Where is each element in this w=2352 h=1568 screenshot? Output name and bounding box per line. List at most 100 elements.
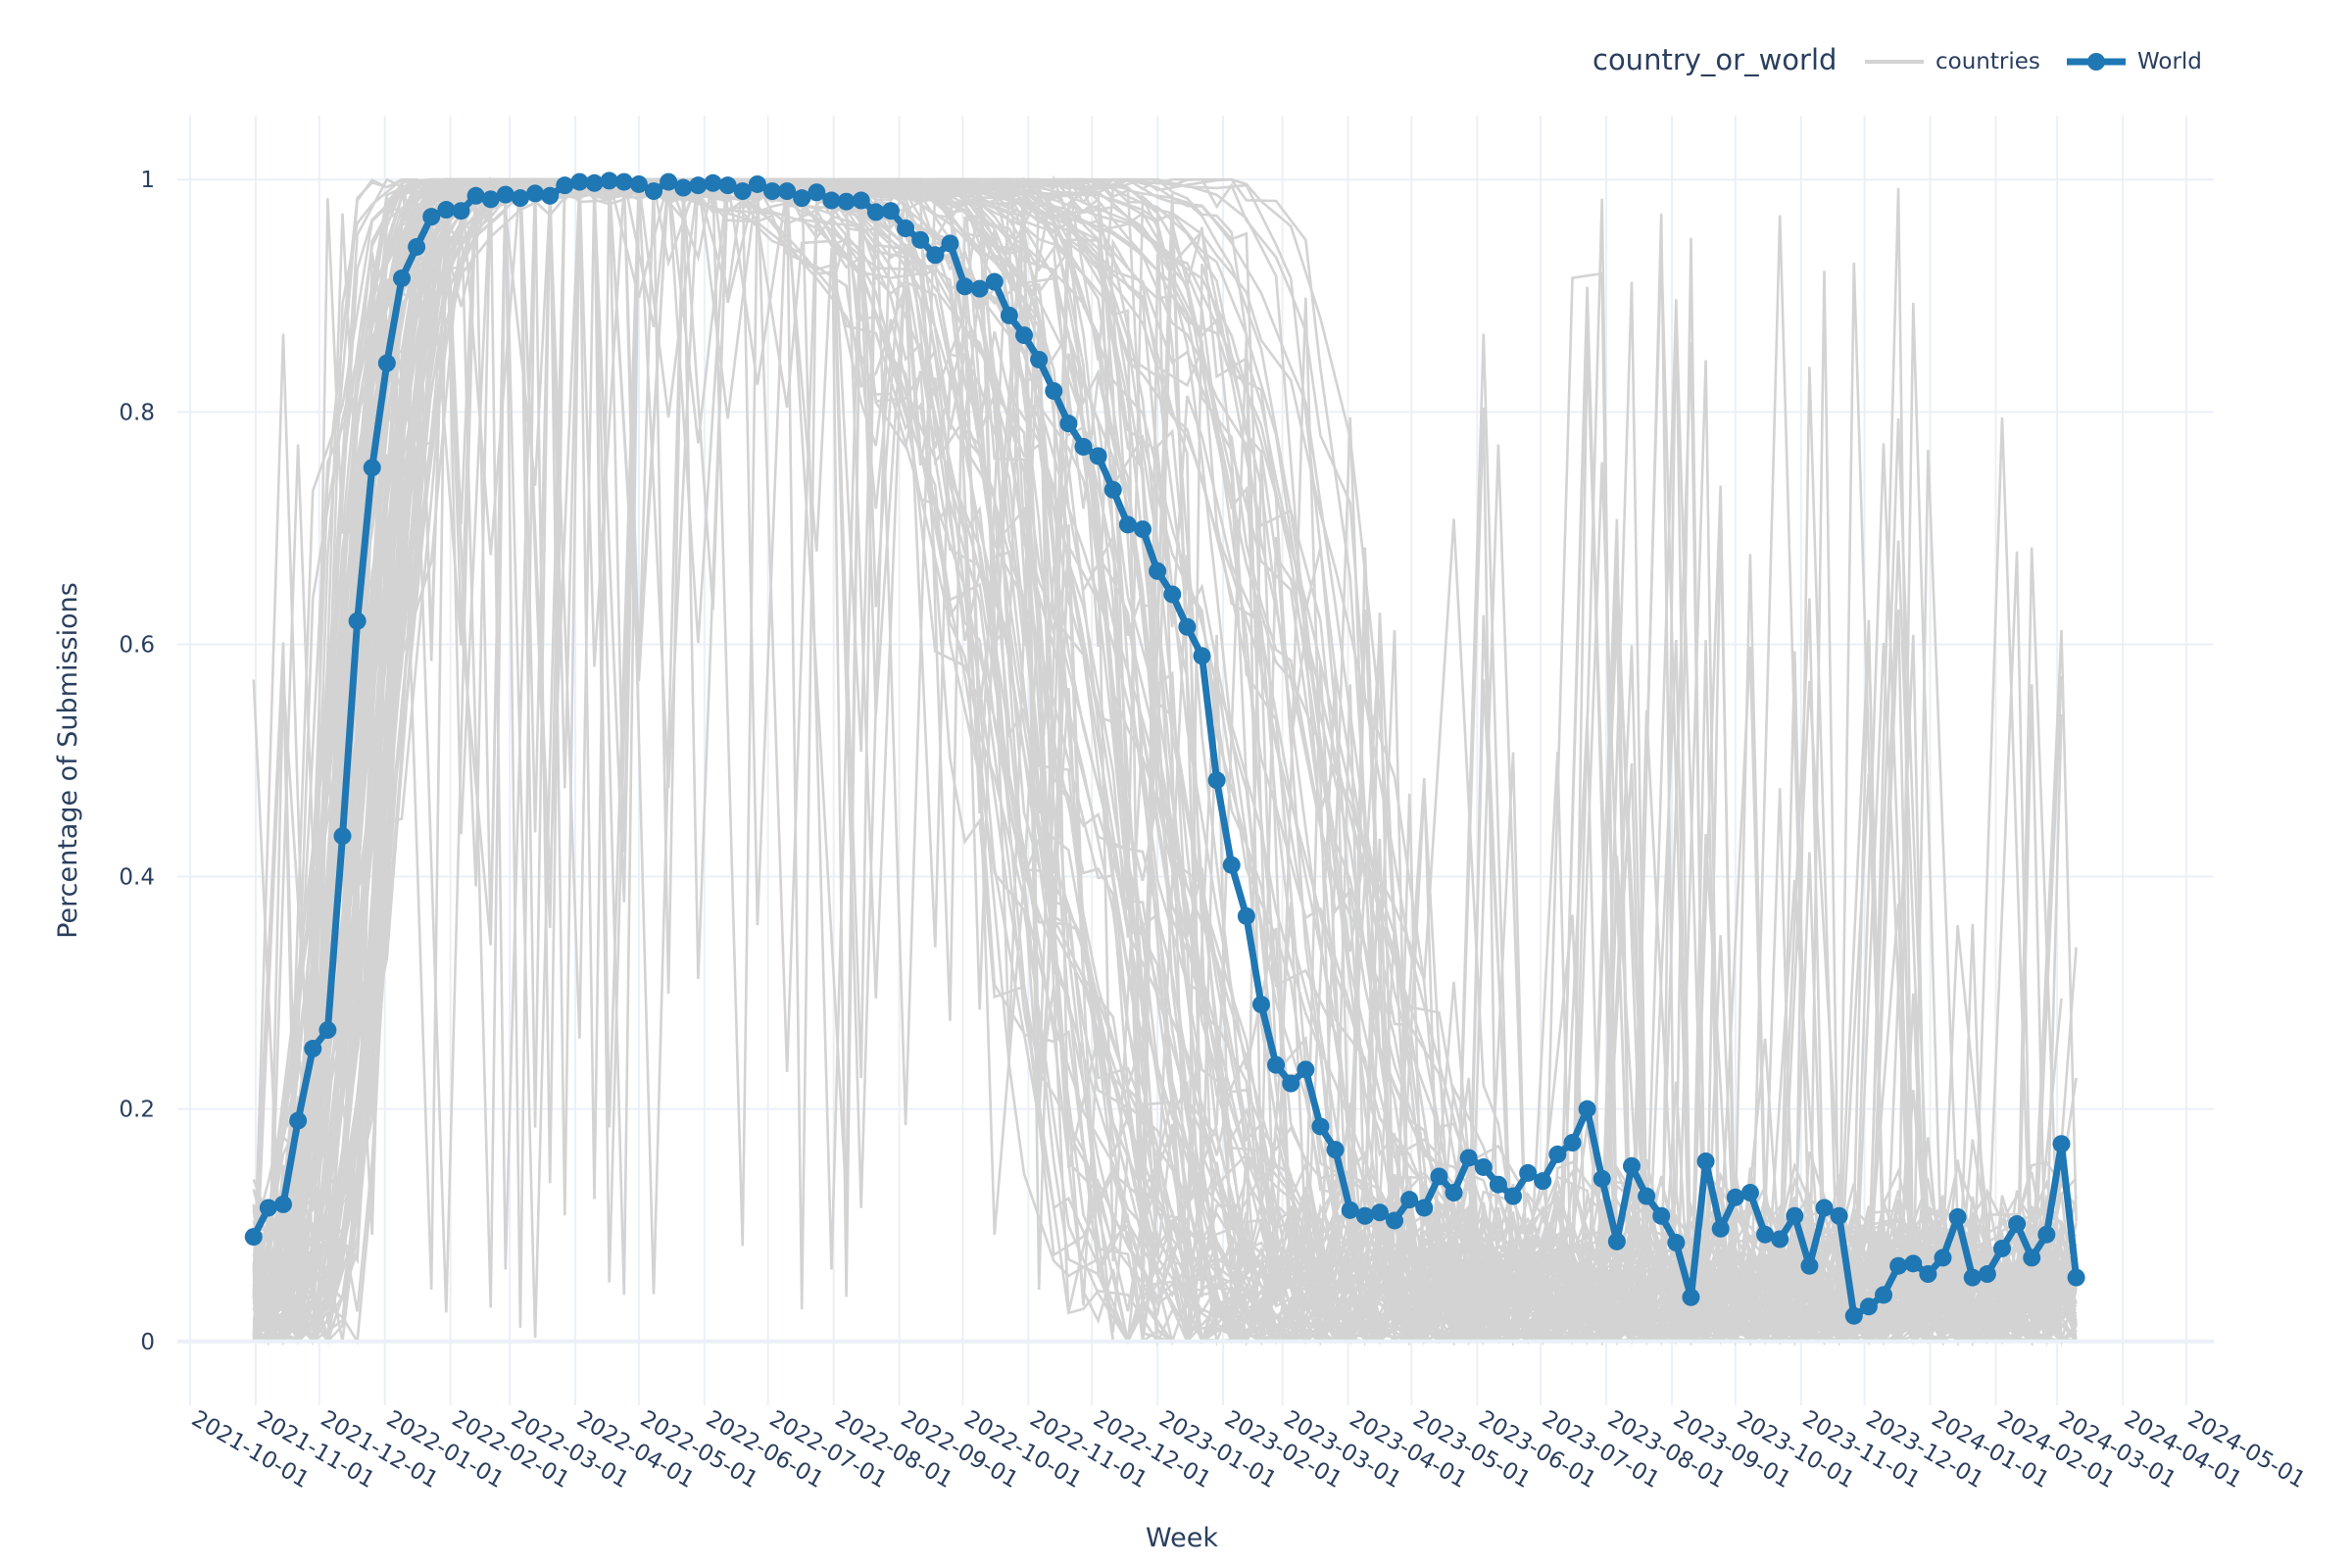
world-point[interactable] <box>926 246 945 265</box>
world-point[interactable] <box>1030 350 1049 368</box>
world-point[interactable] <box>1578 1100 1596 1118</box>
world-point[interactable] <box>778 182 797 201</box>
world-point[interactable] <box>660 172 678 191</box>
world-point[interactable] <box>822 191 841 210</box>
world-point[interactable] <box>1740 1184 1759 1202</box>
world-point[interactable] <box>1089 447 1107 466</box>
world-point[interactable] <box>1726 1188 1744 1206</box>
world-point[interactable] <box>318 1021 337 1040</box>
world-point[interactable] <box>1934 1249 1952 1267</box>
world-point[interactable] <box>1904 1254 1923 1273</box>
world-point[interactable] <box>2067 1268 2085 1287</box>
world-point[interactable] <box>1534 1172 1552 1191</box>
world-point[interactable] <box>941 234 959 253</box>
world-point[interactable] <box>614 172 633 191</box>
world-point[interactable] <box>2037 1225 2056 1244</box>
world-point[interactable] <box>1607 1232 1626 1250</box>
world-point[interactable] <box>1326 1141 1345 1159</box>
world-point[interactable] <box>645 182 663 201</box>
world-point[interactable] <box>1297 1060 1315 1079</box>
world-point[interactable] <box>2052 1135 2071 1153</box>
world-point[interactable] <box>1193 647 1211 665</box>
world-point[interactable] <box>377 354 396 372</box>
world-point[interactable] <box>2008 1215 2027 1234</box>
world-point[interactable] <box>733 182 752 201</box>
world-point[interactable] <box>1800 1256 1819 1275</box>
world-point[interactable] <box>1459 1149 1478 1167</box>
world-point[interactable] <box>481 190 500 209</box>
world-point[interactable] <box>1771 1230 1789 1249</box>
world-point[interactable] <box>852 191 870 210</box>
world-point[interactable] <box>1282 1074 1300 1093</box>
world-point[interactable] <box>437 201 456 220</box>
world-point[interactable] <box>1059 415 1078 433</box>
world-point[interactable] <box>1400 1191 1419 1209</box>
world-point[interactable] <box>1386 1211 1404 1230</box>
legend-item-world[interactable]: World <box>2067 49 2202 74</box>
world-point[interactable] <box>259 1199 277 1217</box>
world-point[interactable] <box>704 173 722 192</box>
world-point[interactable] <box>808 183 826 202</box>
world-point[interactable] <box>1445 1184 1463 1202</box>
world-point[interactable] <box>422 208 441 226</box>
world-point[interactable] <box>496 185 514 204</box>
world-point[interactable] <box>1341 1200 1359 1219</box>
world-point[interactable] <box>1355 1206 1374 1225</box>
world-point[interactable] <box>1118 515 1137 534</box>
world-point[interactable] <box>1430 1167 1448 1186</box>
world-point[interactable] <box>1992 1239 2011 1257</box>
world-point[interactable] <box>1844 1306 1863 1325</box>
world-point[interactable] <box>452 202 470 220</box>
world-point[interactable] <box>866 203 885 221</box>
world-point[interactable] <box>526 184 545 203</box>
world-point[interactable] <box>837 192 856 211</box>
world-point[interactable] <box>556 176 574 195</box>
legend-item-countries[interactable]: countries <box>1865 49 2040 74</box>
world-point[interactable] <box>1311 1117 1330 1136</box>
world-point[interactable] <box>1622 1156 1641 1175</box>
world-point[interactable] <box>1963 1268 1982 1287</box>
world-point[interactable] <box>408 237 426 256</box>
world-point[interactable] <box>1889 1256 1908 1275</box>
world-point[interactable] <box>793 189 811 208</box>
world-point[interactable] <box>600 172 618 190</box>
world-point[interactable] <box>1830 1206 1848 1225</box>
world-point[interactable] <box>1489 1175 1507 1194</box>
world-point[interactable] <box>1045 381 1063 400</box>
world-point[interactable] <box>1504 1187 1523 1205</box>
world-point[interactable] <box>585 173 604 192</box>
world-point[interactable] <box>1919 1265 1937 1284</box>
world-point[interactable] <box>762 182 781 201</box>
world-point[interactable] <box>1207 771 1226 790</box>
world-point[interactable] <box>541 186 560 205</box>
world-point[interactable] <box>1978 1265 1996 1284</box>
world-point[interactable] <box>304 1040 322 1058</box>
world-point[interactable] <box>348 612 367 630</box>
world-point[interactable] <box>1756 1225 1775 1244</box>
world-point[interactable] <box>1638 1187 1656 1205</box>
world-point[interactable] <box>1682 1288 1700 1306</box>
world-point[interactable] <box>466 186 485 205</box>
world-point[interactable] <box>1415 1199 1434 1217</box>
world-point[interactable] <box>1519 1163 1538 1182</box>
world-point[interactable] <box>1563 1134 1582 1152</box>
world-point[interactable] <box>985 272 1004 291</box>
world-point[interactable] <box>570 172 589 191</box>
world-point[interactable] <box>274 1195 293 1213</box>
world-point[interactable] <box>1667 1234 1686 1252</box>
world-point[interactable] <box>1474 1157 1493 1176</box>
world-point[interactable] <box>970 279 989 298</box>
world-point[interactable] <box>1548 1145 1567 1163</box>
world-point[interactable] <box>1370 1203 1389 1222</box>
world-point[interactable] <box>629 174 648 193</box>
world-point[interactable] <box>244 1228 263 1247</box>
world-point[interactable] <box>1815 1199 1834 1217</box>
world-point[interactable] <box>1696 1152 1715 1171</box>
world-point[interactable] <box>2023 1249 2041 1267</box>
world-point[interactable] <box>748 174 766 193</box>
world-point[interactable] <box>1074 437 1093 456</box>
world-point[interactable] <box>1222 856 1241 874</box>
world-point[interactable] <box>1000 306 1018 324</box>
world-point[interactable] <box>363 459 381 477</box>
world-point[interactable] <box>1237 906 1255 925</box>
